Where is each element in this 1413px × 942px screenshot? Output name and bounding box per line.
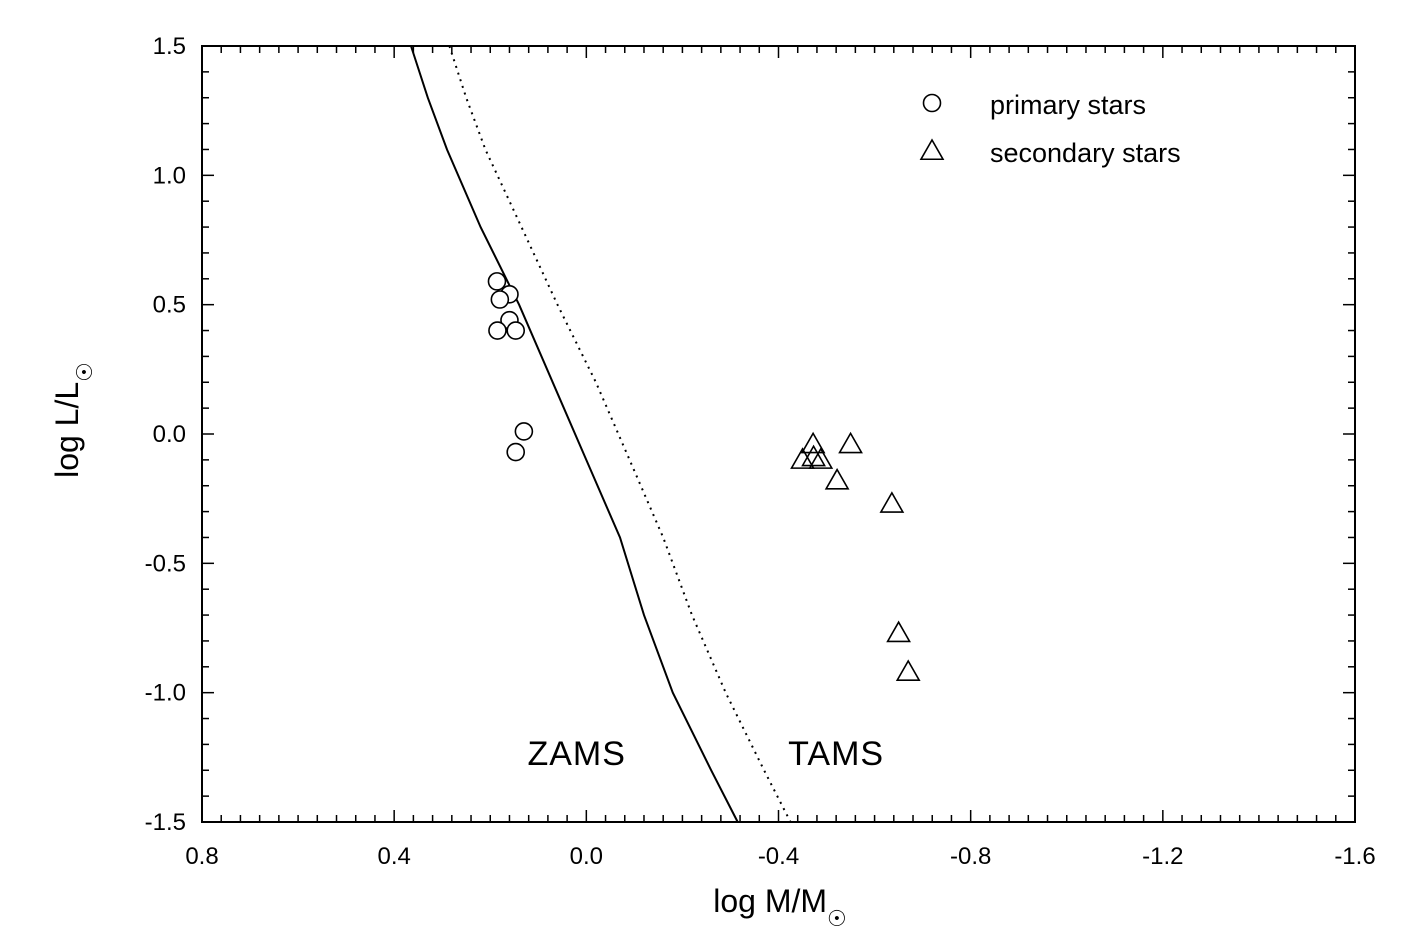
x-tick-label: -1.6 — [1334, 843, 1375, 870]
zams-label: ZAMS — [527, 735, 625, 773]
secondary-star-point — [790, 447, 815, 469]
tick-marks — [201, 45, 1356, 823]
legend-triangle-icon — [919, 138, 945, 161]
tams-label: TAMS — [788, 735, 884, 773]
primary-star-point — [514, 422, 534, 441]
y-axis-title-main: log L/L — [49, 382, 85, 478]
legend-label: secondary stars — [990, 138, 1181, 168]
legend: primary stars secondary stars — [919, 90, 1181, 168]
primary-star-point — [506, 321, 526, 340]
primary-star-point — [487, 272, 507, 291]
secondary-star-point — [824, 467, 850, 490]
x-tick-label: 0.8 — [185, 843, 218, 870]
secondary-star-point — [801, 444, 826, 467]
secondary-star-point — [895, 659, 921, 682]
y-tick-label: -0.5 — [145, 550, 186, 577]
legend-circle-icon — [922, 93, 942, 113]
primary-star-point — [488, 321, 507, 340]
annotations: ZAMS TAMS — [527, 735, 884, 773]
y-tick-label: 0.5 — [153, 292, 186, 319]
y-tick-label: -1.0 — [145, 680, 186, 707]
x-tick-label: -1.2 — [1142, 843, 1183, 870]
curves — [410, 45, 792, 823]
y-axis-title-sub: ☉ — [73, 362, 98, 382]
x-tick-label: 0.0 — [570, 843, 603, 870]
secondary-star-point — [808, 447, 834, 469]
secondary-star-point — [886, 620, 911, 643]
x-tick-label: 0.4 — [377, 843, 410, 870]
primary-star-point — [490, 290, 510, 309]
plot-frame — [201, 45, 1356, 823]
secondary-star-point — [879, 491, 905, 513]
tams-curve — [448, 45, 792, 823]
x-axis-title-sub: ☉ — [827, 907, 847, 932]
secondary-star-point — [838, 431, 863, 454]
plot-border — [201, 45, 1356, 823]
x-axis-title-main: log M/M — [713, 883, 827, 919]
secondary-star-point — [800, 431, 826, 454]
x-tick-label: -0.4 — [758, 843, 799, 870]
y-tick-label: 1.0 — [153, 162, 186, 189]
data-points — [487, 272, 921, 682]
x-tick-label: -0.8 — [950, 843, 991, 870]
tick-labels: 0.8 0.4 0.0 -0.4 -0.8 -1.2 -1.6 1.5 1.0 0.5 0.0 -0.… — [145, 33, 1376, 870]
y-axis-title: log L/L☉ — [49, 362, 98, 478]
y-tick-label: 0.0 — [153, 421, 186, 448]
x-axis-title: log M/M☉ — [713, 883, 847, 932]
zams-curve — [410, 45, 739, 823]
y-tick-label: 1.5 — [153, 33, 186, 60]
primary-star-point — [506, 442, 526, 462]
y-tick-label: -1.5 — [145, 809, 186, 836]
legend-label: primary stars — [990, 90, 1146, 120]
